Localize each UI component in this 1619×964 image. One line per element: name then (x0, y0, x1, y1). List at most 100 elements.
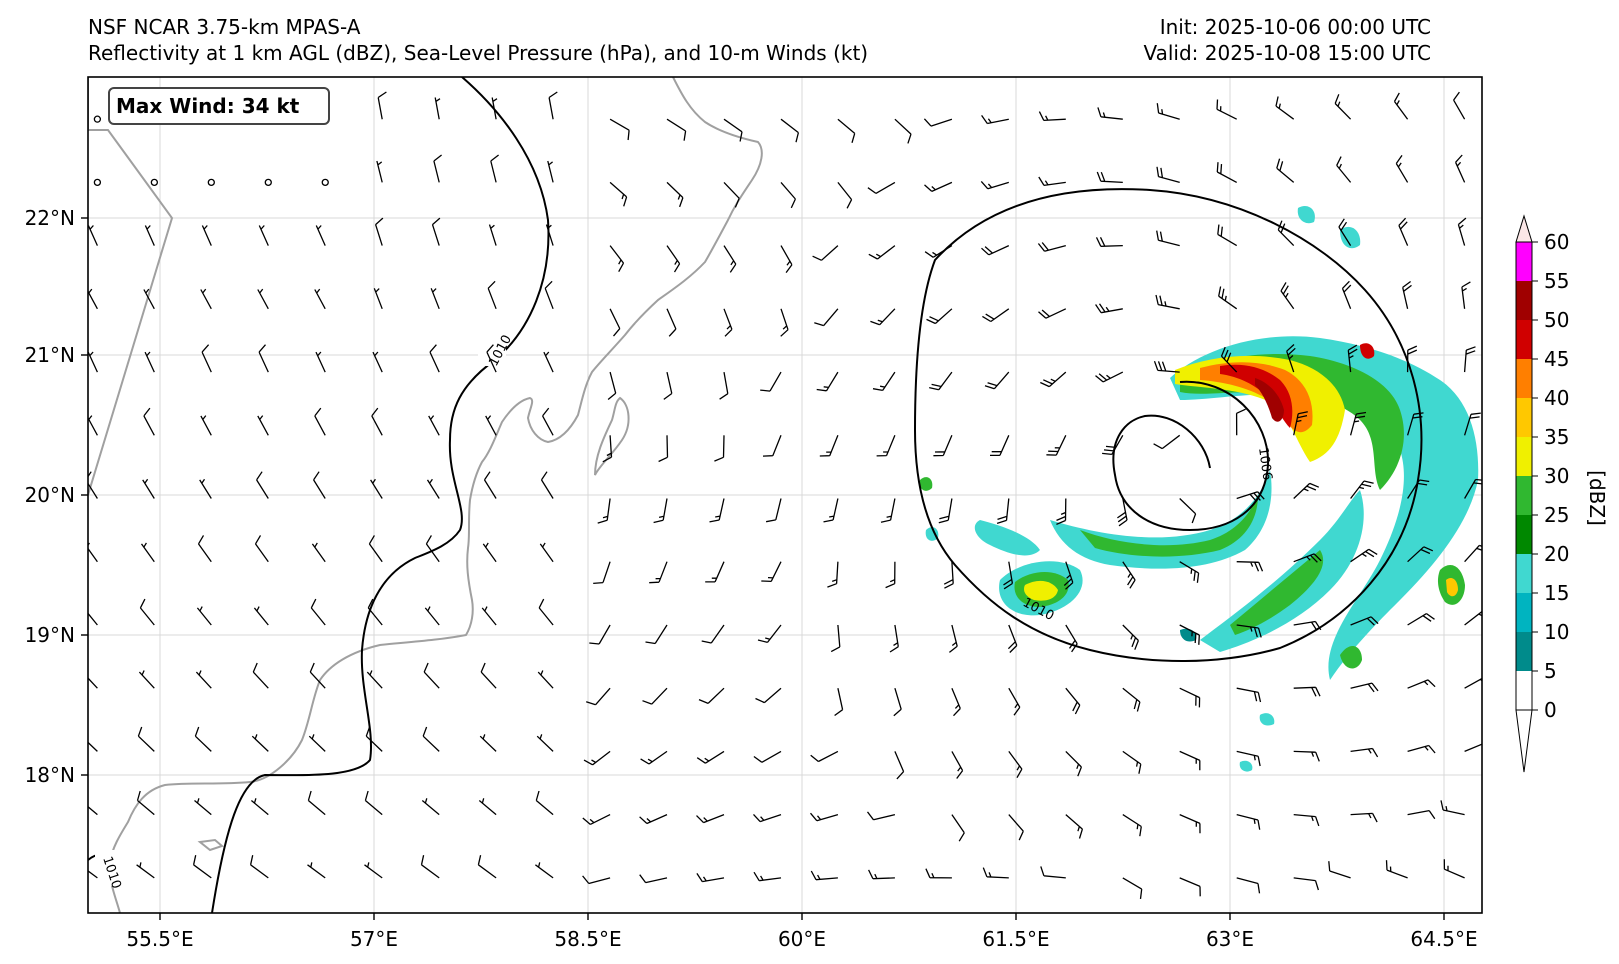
wind-barb (478, 798, 497, 816)
wind-barb (434, 97, 441, 120)
wind-barb (866, 811, 896, 821)
wind-barb (609, 245, 625, 273)
colorbar-tick-label: 45 (1544, 347, 1569, 371)
wind-barb (943, 561, 954, 589)
wind-barb (252, 662, 269, 689)
wind-barb (609, 308, 621, 337)
wind-barb (258, 225, 269, 246)
wind-barb (491, 97, 498, 120)
wind-barb (1156, 103, 1180, 120)
wind-barb (1402, 280, 1412, 309)
wind-barb (426, 478, 440, 499)
colorbar-tick-label: 40 (1544, 386, 1569, 410)
wind-barb (1293, 686, 1321, 697)
wind-barb (1407, 809, 1436, 820)
wind-barb (1122, 750, 1142, 774)
wind-barb (433, 154, 442, 183)
wind-barb (309, 662, 326, 689)
wind-barb (765, 498, 782, 523)
reflectivity-band-west (974, 520, 1040, 556)
wind-barb (488, 224, 497, 246)
wind-barb (200, 415, 212, 436)
wind-calm-circle (264, 178, 272, 187)
wind-calm-circle (207, 178, 215, 187)
wind-barb (1236, 561, 1264, 572)
wind-barb (88, 805, 98, 816)
colorbar-tick-label: 10 (1544, 620, 1569, 644)
wind-barb (1122, 624, 1140, 650)
wind-barb (1037, 242, 1066, 252)
wind-barb (1007, 624, 1018, 653)
wind-barb (1350, 480, 1374, 499)
colorbar-tick-label: 25 (1544, 503, 1569, 527)
reflectivity-cell-ne-small (1340, 226, 1361, 249)
wind-barb (1440, 800, 1465, 816)
wind-barb (311, 542, 326, 563)
wind-barb (144, 225, 155, 246)
wind-barb (933, 435, 953, 457)
wind-barb (984, 371, 1010, 390)
wind-barb (1095, 237, 1123, 247)
wind-barb (535, 862, 554, 879)
reflectivity-cell-se-small (1340, 645, 1362, 669)
wind-calm-circle (93, 115, 102, 123)
lon-tick-64-5: 64.5°E (1410, 927, 1477, 951)
wind-barb (1463, 346, 1476, 373)
wind-barb (1065, 814, 1084, 839)
lat-tick-20: 20°N (25, 483, 75, 507)
wind-barb (424, 606, 440, 626)
wind-barb (1328, 861, 1351, 879)
wind-barb (666, 308, 677, 337)
wind-barb (780, 308, 789, 337)
wind-barb (1065, 750, 1083, 777)
wind-barb (653, 498, 668, 524)
wind-barb (535, 790, 554, 816)
colorbar-segment (1516, 515, 1532, 554)
wind-barb (696, 813, 725, 824)
wind-barb (540, 471, 554, 499)
wind-barb (609, 118, 630, 141)
wind-barb (257, 415, 269, 436)
wind-barb (837, 181, 853, 209)
wind-barb (537, 670, 554, 689)
colorbar-tick-label: 60 (1544, 230, 1569, 254)
wind-barb (1407, 546, 1434, 563)
colorbar-segment (1516, 554, 1532, 593)
wind-barb (714, 435, 725, 462)
wind-barb (196, 606, 212, 626)
wind-barb (1350, 747, 1379, 758)
wind-barb (1293, 750, 1320, 762)
wind-barb (663, 371, 673, 400)
wind-barb (1008, 687, 1021, 716)
reflectivity-cell-w-small (919, 477, 933, 491)
wind-barb (602, 435, 613, 463)
wind-barb (1236, 813, 1261, 830)
wind-barb (1406, 412, 1424, 436)
wind-barb (1336, 156, 1352, 183)
wind-barb (1349, 411, 1367, 436)
wind-barb (1122, 814, 1142, 837)
wind-barb (250, 798, 269, 816)
wind-barb (1341, 280, 1352, 310)
wind-barb (1293, 482, 1320, 499)
colorbar-tick-label: 15 (1544, 581, 1569, 605)
wind-barb (868, 245, 896, 260)
wind-barb (666, 245, 681, 273)
wind-barb (371, 407, 383, 436)
wind-barb (1350, 682, 1379, 693)
wind-barb (1464, 677, 1482, 689)
wind-barb (938, 498, 953, 524)
wind-barb (1463, 412, 1481, 436)
wind-barb (543, 351, 554, 373)
wind-barb (723, 118, 743, 142)
wind-barb (1293, 813, 1320, 827)
wind-barb (982, 308, 1010, 323)
wind-barb (425, 535, 440, 563)
wind-barb (431, 217, 441, 246)
wind-barb (780, 181, 796, 209)
wind-barb (658, 435, 669, 463)
wind-barb (249, 855, 269, 879)
colorbar-tick-label: 30 (1544, 464, 1569, 488)
wind-barb (723, 308, 733, 337)
wind-barb (1095, 371, 1124, 383)
